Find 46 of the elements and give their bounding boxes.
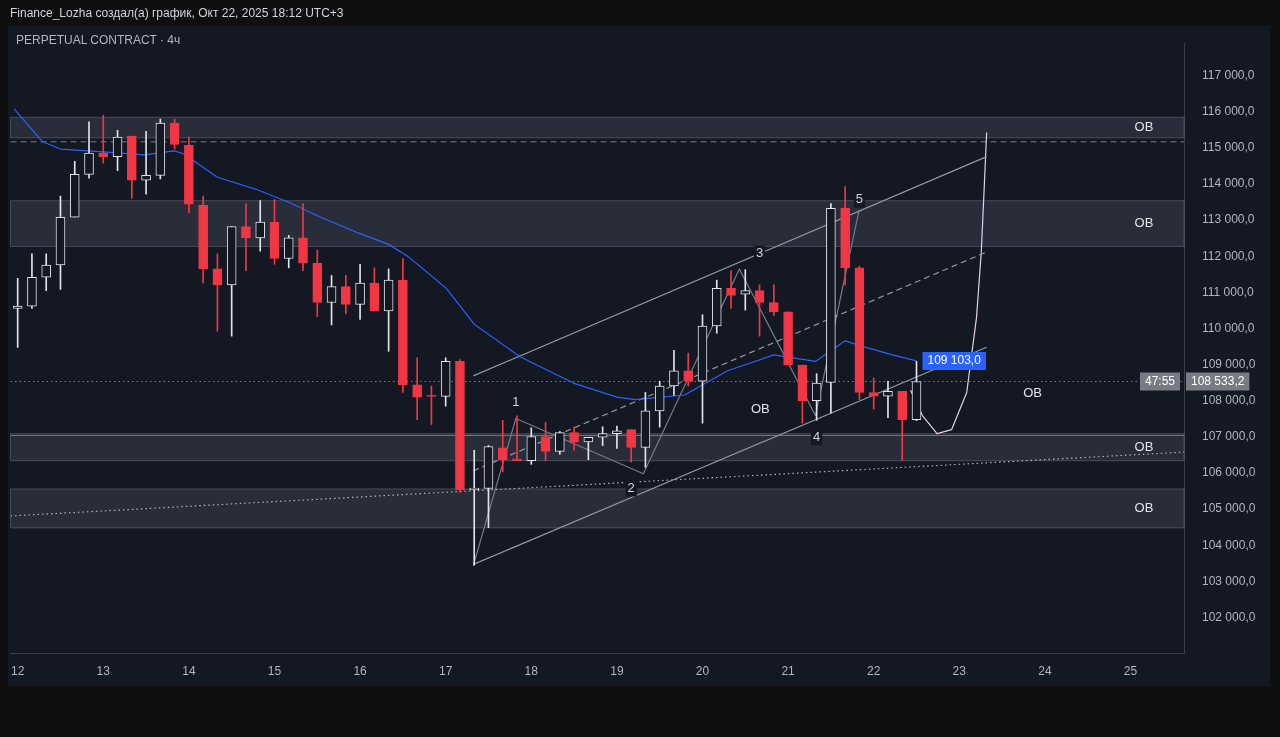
- band-label: OB: [1134, 215, 1154, 231]
- x-tick-label: 25: [1123, 664, 1138, 679]
- y-tick-label: 115 000,0: [1202, 140, 1255, 155]
- x-tick-label: 21: [781, 664, 796, 679]
- annotation: 47:55: [1144, 373, 1176, 388]
- y-tick-label: 105 000,0: [1202, 501, 1256, 516]
- data-label: 109 103,0: [927, 353, 982, 368]
- y-tick-label: 116 000,0: [1202, 104, 1255, 119]
- x-tick-label: 20: [695, 664, 710, 679]
- y-tick-label: 111 000,0: [1202, 284, 1254, 299]
- chart-subtitle: Finance_Lozha создал(а) график, Окт 22, 2025 18:12 UTC+3: [10, 6, 344, 20]
- x-tick-label: 24: [1038, 664, 1052, 679]
- annotation: OB: [1023, 385, 1043, 401]
- y-tick-label: 117 000,0: [1202, 68, 1255, 83]
- x-tick-label: 18: [524, 664, 539, 679]
- y-tick-label: 107 000,0: [1202, 429, 1256, 444]
- x-tick-label: 16: [353, 664, 368, 679]
- x-tick-label: 13: [96, 664, 111, 679]
- band-label: OB: [1134, 499, 1154, 515]
- annotation: OB: [750, 401, 770, 417]
- y-tick-label: 114 000,0: [1202, 176, 1255, 191]
- band-label: OB: [1134, 119, 1154, 135]
- annotation: 2: [627, 480, 635, 496]
- y-tick-label: 104 000,0: [1202, 537, 1256, 552]
- y-tick-label: 110 000,0: [1202, 320, 1255, 335]
- y-tick-label: 102 000,0: [1202, 609, 1256, 624]
- band-label: OB: [1134, 438, 1154, 454]
- annotation: 3: [755, 245, 764, 261]
- y-tick-label: 109 000,0: [1202, 356, 1256, 371]
- x-tick-label: 19: [610, 664, 624, 679]
- x-tick-label: 23: [952, 664, 967, 679]
- x-tick-label: 17: [439, 664, 453, 679]
- x-tick-label: 15: [267, 664, 282, 679]
- annotation: 1: [512, 394, 520, 410]
- y-tick-label: 112 000,0: [1202, 248, 1255, 263]
- x-tick-label: 22: [867, 664, 881, 679]
- x-tick-label: 12: [10, 664, 25, 679]
- ref-line-label: 108 533,2: [1191, 373, 1245, 388]
- y-tick-label: 113 000,0: [1202, 212, 1255, 227]
- y-tick-label: 108 000,0: [1202, 393, 1256, 408]
- annotation: 4: [813, 428, 821, 444]
- annotation: 5: [855, 191, 864, 207]
- chart-title: PERPETUAL CONTRACT · 4ч: [16, 33, 181, 47]
- x-tick-label: 14: [182, 664, 196, 679]
- y-tick-label: 103 000,0: [1202, 573, 1256, 588]
- y-tick-label: 106 000,0: [1202, 465, 1256, 480]
